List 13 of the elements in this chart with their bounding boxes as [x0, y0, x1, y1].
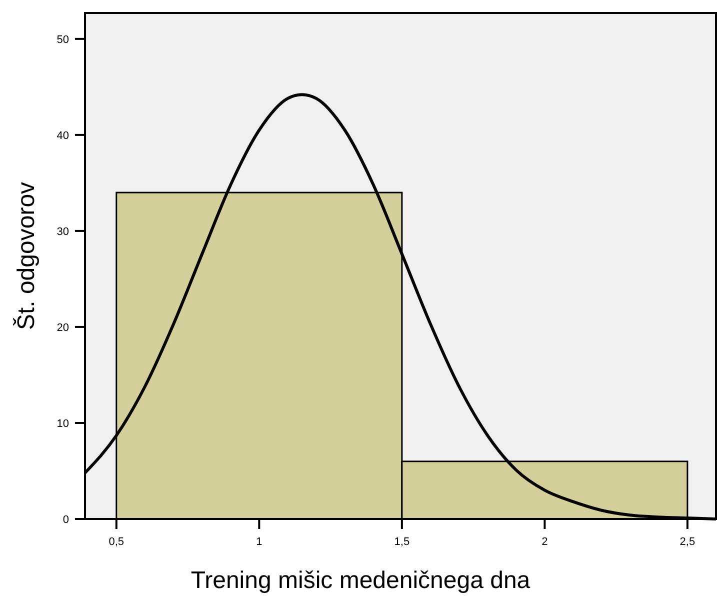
- x-tick-label: 1: [256, 536, 262, 548]
- y-tick-label: 10: [56, 418, 69, 430]
- y-tick-label: 40: [56, 130, 69, 142]
- x-tick-label: 0,5: [108, 536, 124, 548]
- y-tick-label: 50: [56, 34, 69, 46]
- x-tick-label: 2: [542, 536, 548, 548]
- x-tick-label: 2,5: [680, 536, 696, 548]
- y-axis-title: Št. odgovorov: [13, 182, 40, 330]
- y-tick-label: 30: [56, 226, 69, 238]
- y-tick-label: 0: [62, 514, 69, 526]
- x-axis-title: Trening mišic medeničnega dna: [190, 567, 531, 594]
- y-tick-label: 20: [56, 322, 69, 334]
- x-tick-label: 1,5: [394, 536, 410, 548]
